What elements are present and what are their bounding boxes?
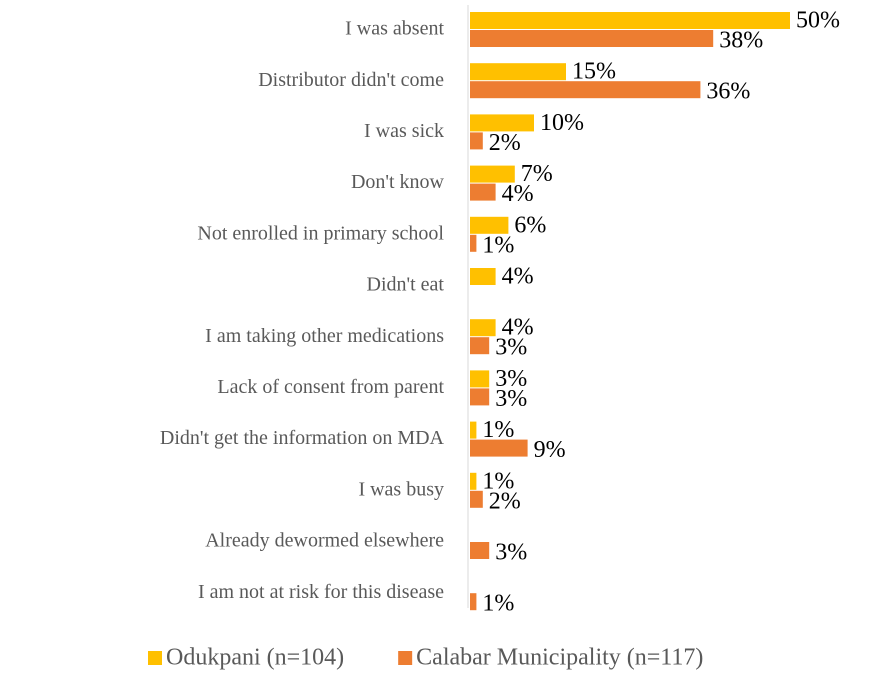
bar bbox=[470, 421, 477, 439]
bar bbox=[470, 542, 490, 559]
bar bbox=[470, 114, 534, 132]
bar bbox=[470, 81, 701, 99]
data-label: 1% bbox=[482, 232, 514, 258]
bar bbox=[470, 30, 714, 47]
category-label: Distributor didn't come bbox=[258, 69, 444, 91]
data-label: 50% bbox=[796, 8, 840, 34]
bar bbox=[470, 12, 790, 29]
data-label: 1% bbox=[482, 468, 514, 494]
bar bbox=[470, 183, 496, 201]
data-label: 1% bbox=[482, 417, 514, 443]
category-label: I am taking other medications bbox=[205, 325, 444, 347]
legend-swatch bbox=[148, 651, 162, 665]
bar bbox=[470, 370, 490, 388]
data-label: 15% bbox=[572, 59, 616, 85]
category-label: Don't know bbox=[351, 171, 445, 193]
bar bbox=[470, 234, 477, 252]
bar bbox=[470, 165, 515, 183]
data-label: 6% bbox=[514, 212, 546, 238]
bar bbox=[470, 132, 483, 150]
data-label: 10% bbox=[540, 110, 584, 136]
category-label: I was busy bbox=[358, 478, 444, 500]
category-label: Already dewormed elsewhere bbox=[205, 530, 444, 552]
data-label: 4% bbox=[502, 315, 534, 341]
data-label: 2% bbox=[489, 130, 521, 156]
data-label: 7% bbox=[521, 161, 553, 187]
bar bbox=[470, 439, 528, 457]
category-label: Didn't eat bbox=[367, 274, 445, 296]
category-label: Lack of consent from parent bbox=[217, 376, 444, 398]
data-label: 4% bbox=[502, 181, 534, 207]
category-label: I am not at risk for this disease bbox=[198, 581, 444, 603]
bar bbox=[470, 388, 490, 406]
category-label: Not enrolled in primary school bbox=[197, 222, 444, 244]
bar bbox=[470, 337, 490, 355]
data-label: 4% bbox=[502, 264, 534, 290]
bar bbox=[470, 490, 483, 508]
category-label: I was sick bbox=[364, 120, 444, 142]
bar bbox=[470, 63, 566, 81]
legend-label: Odukpani (n=104) bbox=[166, 645, 344, 671]
data-label: 9% bbox=[534, 437, 566, 463]
bar bbox=[470, 268, 496, 285]
category-label: Didn't get the information on MDA bbox=[160, 427, 445, 449]
data-label: 2% bbox=[489, 488, 521, 514]
data-label: 3% bbox=[495, 335, 527, 361]
bar bbox=[470, 319, 496, 337]
category-label: I was absent bbox=[345, 18, 444, 40]
bar bbox=[470, 593, 477, 611]
data-label: 1% bbox=[482, 591, 514, 617]
bar bbox=[470, 216, 509, 234]
legend-swatch bbox=[398, 651, 413, 665]
data-label: 3% bbox=[495, 540, 527, 566]
legend-label: Calabar Municipality (n=117) bbox=[416, 645, 703, 671]
data-label: 38% bbox=[719, 28, 763, 54]
data-label: 3% bbox=[495, 386, 527, 412]
data-label: 36% bbox=[706, 79, 750, 105]
bar bbox=[470, 472, 477, 490]
data-label: 3% bbox=[495, 366, 527, 392]
